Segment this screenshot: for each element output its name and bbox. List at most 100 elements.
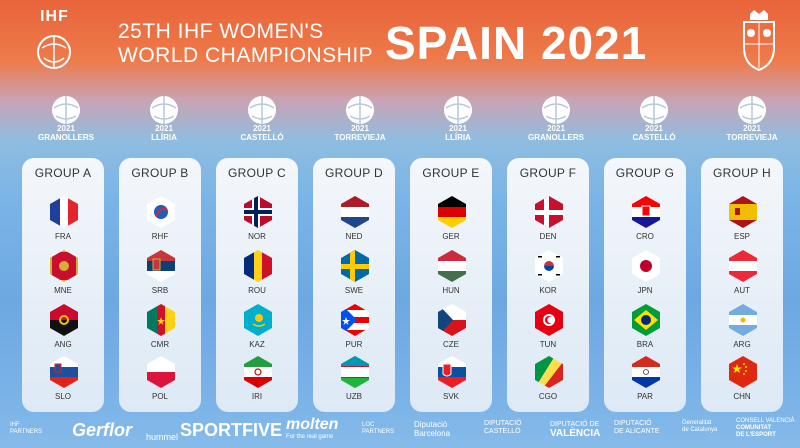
- flag-fra-icon: [50, 196, 78, 228]
- diputacio-barcelona-logo: Diputació Barcelona: [414, 420, 450, 438]
- group-title: GROUP G: [615, 166, 675, 180]
- flag-svk-icon: [438, 356, 466, 388]
- group-h-panel: GROUP H ESP AUT ARG: [701, 158, 783, 412]
- flag-nor-icon: [244, 196, 272, 228]
- flag-pol-icon: [147, 356, 175, 388]
- label-line: DIPUTACIÓ: [614, 420, 652, 427]
- team: KAZ: [216, 304, 298, 356]
- team: POL: [119, 356, 201, 408]
- team: CHN: [701, 356, 783, 408]
- team-code: HUN: [442, 286, 460, 295]
- venue-logo: 2021 GRANOLLERS: [516, 92, 596, 148]
- flag-srb-icon: [147, 250, 175, 282]
- venue-logo: 2021 LLÍRIA: [124, 92, 204, 148]
- ihf-partners-label: IHF PARTNERS: [10, 422, 42, 436]
- label-line: Generalitat: [682, 420, 712, 426]
- flag-cmr-icon: [147, 304, 175, 336]
- flag-slo-icon: [50, 356, 78, 388]
- group-title: GROUP A: [34, 166, 92, 180]
- handball-icon: [738, 96, 766, 124]
- label-line: Barcelona: [414, 429, 451, 438]
- loc-partners-label: LOC PARTNERS: [362, 422, 394, 436]
- label-line: PARTNERS: [10, 429, 43, 435]
- team-code: ANG: [54, 340, 72, 349]
- venue-city: GRANOLLERS: [38, 133, 94, 142]
- generalitat-logo: Generalitat de Catalunya: [682, 420, 717, 434]
- team: CGO: [507, 356, 589, 408]
- venue-city: TORREVIEJA: [334, 133, 386, 142]
- team: DEN: [507, 196, 589, 248]
- team: KOR: [507, 250, 589, 302]
- team-code: SVK: [442, 392, 459, 401]
- team: HUN: [410, 250, 492, 302]
- flag-rhf-icon: [147, 196, 175, 228]
- team-code: NOR: [248, 232, 266, 241]
- team-code: ROU: [248, 286, 266, 295]
- venue-year: 2021: [547, 124, 565, 133]
- hummel-logo: hummel: [146, 432, 179, 442]
- team-code: CHN: [733, 392, 751, 401]
- flag-swe-icon: [341, 250, 369, 282]
- team: IRI: [216, 356, 298, 408]
- flag-arg-icon: [729, 304, 757, 336]
- flag-iri-icon: [244, 356, 272, 388]
- title-line-2: WORLD CHAMPIONSHIP: [118, 44, 374, 67]
- flag-cgo-icon: [535, 356, 563, 388]
- label-line: IHF: [10, 422, 20, 428]
- team: MNE: [22, 250, 104, 302]
- flag-pur-icon: [341, 304, 369, 336]
- team: CRO: [604, 196, 686, 248]
- flag-bra-icon: [632, 304, 660, 336]
- venue-logos: 2021 GRANOLLERS 2021 LLÍRIA 2021 CASTELLÓ 2…: [0, 92, 800, 152]
- diputacio-castello-logo: DIPUTACIÓ CASTELLÓ: [484, 420, 522, 436]
- team-code: TUN: [539, 340, 557, 349]
- venue-logo: 2021 GRANOLLERS: [26, 92, 106, 148]
- handball-icon: [52, 96, 80, 124]
- group-title: GROUP E: [422, 166, 480, 180]
- flag-ned-icon: [341, 196, 369, 228]
- flag-den-icon: [535, 196, 563, 228]
- venue-year: 2021: [743, 124, 761, 133]
- venue-city: GRANOLLERS: [528, 133, 584, 142]
- group-f-panel: GROUP F DEN KOR TUN: [507, 158, 589, 412]
- ihf-text: IHF: [40, 8, 69, 25]
- flag-esp-icon: [729, 196, 757, 228]
- flag-hun-icon: [438, 250, 466, 282]
- group-title: GROUP F: [519, 166, 577, 180]
- handball-icon: [640, 96, 668, 124]
- group-e-panel: GROUP E GER HUN CZE: [410, 158, 492, 412]
- venue-logo: 2021 CASTELLÓ: [222, 92, 302, 148]
- venue-year: 2021: [645, 124, 663, 133]
- flag-chn-icon: [729, 356, 757, 388]
- venue-year: 2021: [351, 124, 369, 133]
- royal-crest-icon: [743, 10, 775, 72]
- flag-uzb-icon: [341, 356, 369, 388]
- team: ROU: [216, 250, 298, 302]
- flag-ger-icon: [438, 196, 466, 228]
- team-code: SRB: [151, 286, 169, 295]
- team: NOR: [216, 196, 298, 248]
- team-code: PAR: [637, 392, 653, 401]
- groups-grid: GROUP A FRA MNE ANG: [22, 158, 783, 412]
- label-line: DE L'ESPORT: [736, 432, 776, 438]
- label-line: DIPUTACIÓ: [484, 420, 522, 427]
- team: CMR: [119, 304, 201, 356]
- team: FRA: [22, 196, 104, 248]
- title-line-1: 25TH IHF WOMEN'S: [118, 20, 324, 43]
- team: ESP: [701, 196, 783, 248]
- team-code: RHF: [151, 232, 169, 241]
- footer-sponsors: IHF PARTNERS Gerflor hummel SPORTFIVE mo…: [0, 412, 800, 448]
- team: BRA: [604, 304, 686, 356]
- venue-city: CASTELLÓ: [240, 133, 284, 142]
- venue-city: LLÍRIA: [151, 133, 177, 142]
- team: SRB: [119, 250, 201, 302]
- handball-icon: [542, 96, 570, 124]
- team-code: ESP: [733, 232, 750, 241]
- team-code: KAZ: [249, 340, 265, 349]
- team-code: POL: [151, 392, 168, 401]
- group-g-panel: GROUP G CRO JPN BRA: [604, 158, 686, 412]
- team-code: MNE: [54, 286, 72, 295]
- venue-logo: 2021 TORREVIEJA: [712, 92, 792, 148]
- group-a-panel: GROUP A FRA MNE ANG: [22, 158, 104, 412]
- team-code: DEN: [539, 232, 557, 241]
